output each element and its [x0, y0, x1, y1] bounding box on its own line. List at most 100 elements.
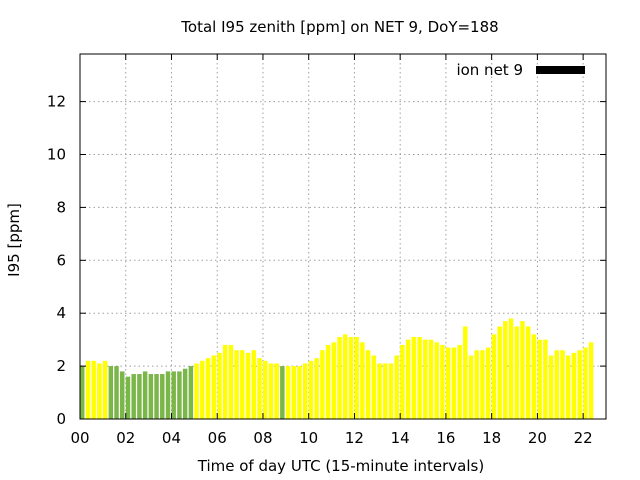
- chart-title: Total I95 zenith [ppm] on NET 9, DoY=188: [180, 18, 498, 36]
- bar: [228, 344, 234, 419]
- bar: [171, 371, 176, 419]
- x-tick-labels: 00 02 04 06 08 10 12 14 16 18 20 22: [70, 429, 592, 447]
- bar: [434, 342, 439, 419]
- bar: [354, 337, 359, 419]
- bar: [251, 350, 256, 419]
- bar: [531, 334, 537, 419]
- legend: ion net 9: [456, 61, 585, 79]
- bar: [280, 366, 285, 419]
- bar: [108, 366, 114, 419]
- bar: [508, 318, 514, 419]
- axis-ticks: [79, 54, 606, 420]
- bar: [177, 371, 182, 419]
- bar: [131, 374, 136, 419]
- bar: [245, 352, 251, 419]
- y-tick-label: 2: [56, 357, 66, 375]
- bar: [331, 342, 337, 419]
- y-axis-label: I95 [ppm]: [5, 203, 23, 277]
- x-tick-label: 04: [162, 429, 181, 447]
- bar: [240, 350, 245, 419]
- bar: [302, 363, 308, 419]
- bar: [394, 355, 399, 419]
- bar: [200, 360, 205, 419]
- bar: [474, 350, 479, 419]
- legend-swatch: [536, 66, 585, 74]
- bar: [463, 326, 468, 419]
- bar: [417, 337, 422, 419]
- bar: [85, 360, 91, 419]
- bar: [537, 339, 542, 419]
- bar: [165, 371, 171, 419]
- x-tick-label: 18: [482, 429, 501, 447]
- bar: [480, 350, 485, 419]
- bar: [182, 368, 188, 419]
- bar: [211, 355, 216, 419]
- bar: [120, 371, 125, 419]
- y-tick-label: 8: [56, 198, 66, 216]
- bar: [491, 334, 497, 419]
- bar: [205, 358, 211, 419]
- bar: [554, 350, 560, 419]
- bar: [457, 344, 462, 419]
- x-tick-label: 02: [116, 429, 135, 447]
- x-axis-label: Time of day UTC (15-minute intervals): [197, 457, 484, 475]
- bars: [80, 318, 594, 419]
- y-tick-label: 4: [56, 304, 66, 322]
- bar: [222, 344, 228, 419]
- bar: [142, 371, 148, 419]
- bar: [514, 326, 519, 419]
- bar: [343, 334, 348, 419]
- bar: [445, 347, 451, 419]
- bar: [320, 350, 325, 419]
- bar: [383, 363, 388, 419]
- x-tick-label: 06: [208, 429, 227, 447]
- bar: [411, 337, 417, 419]
- y-tick-label: 6: [56, 251, 66, 269]
- x-tick-label: 16: [436, 429, 455, 447]
- bar: [137, 374, 142, 419]
- x-tick-label: 22: [574, 429, 593, 447]
- legend-label: ion net 9: [456, 61, 523, 79]
- bar: [125, 376, 131, 419]
- bar: [520, 321, 525, 419]
- bar: [114, 366, 119, 419]
- x-tick-label: 14: [391, 429, 410, 447]
- bar: [234, 350, 239, 419]
- bar: [388, 363, 394, 419]
- bar: [400, 344, 405, 419]
- bar: [262, 360, 268, 419]
- bar: [314, 358, 319, 419]
- bar: [560, 350, 565, 419]
- bar: [308, 360, 314, 419]
- bar: [348, 337, 354, 419]
- bar: [297, 366, 302, 419]
- bar: [257, 358, 262, 419]
- plot-frame: [79, 53, 607, 420]
- y-tick-label: 0: [56, 410, 66, 428]
- y-tick-label: 12: [47, 93, 66, 111]
- bar: [188, 366, 194, 419]
- x-tick-label: 20: [528, 429, 547, 447]
- bar: [217, 352, 222, 419]
- bar: [291, 366, 297, 419]
- bar: [503, 321, 508, 419]
- bar: [405, 339, 411, 419]
- y-tick-label: 10: [47, 146, 66, 164]
- bar: [91, 360, 96, 419]
- bar: [377, 363, 382, 419]
- bar: [440, 344, 445, 419]
- bar: [583, 347, 588, 419]
- bar: [148, 374, 154, 419]
- bar: [468, 355, 474, 419]
- bar: [160, 374, 165, 419]
- x-tick-label: 10: [299, 429, 318, 447]
- bar: [428, 339, 434, 419]
- bar: [371, 355, 377, 419]
- bar: [268, 363, 274, 419]
- bar: [360, 342, 365, 419]
- bar: [423, 339, 428, 419]
- bar: [285, 366, 291, 419]
- bar: [97, 363, 102, 419]
- x-tick-label: 12: [345, 429, 364, 447]
